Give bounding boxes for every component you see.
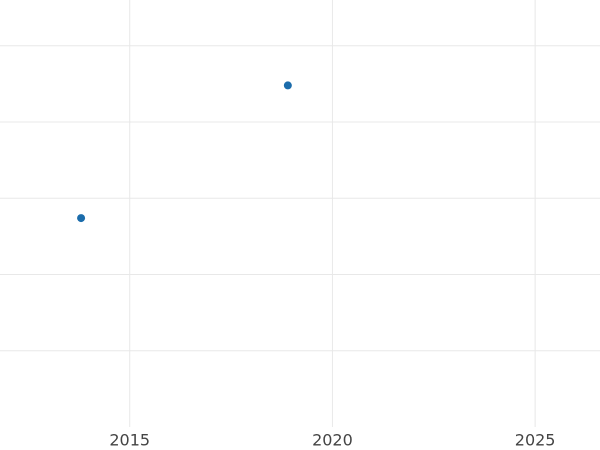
point — [77, 214, 86, 223]
x-tick-label: 2025 — [515, 431, 556, 450]
x-tick-label: 2015 — [109, 431, 150, 450]
point — [283, 81, 292, 90]
x-tick-label: 2020 — [312, 431, 353, 450]
